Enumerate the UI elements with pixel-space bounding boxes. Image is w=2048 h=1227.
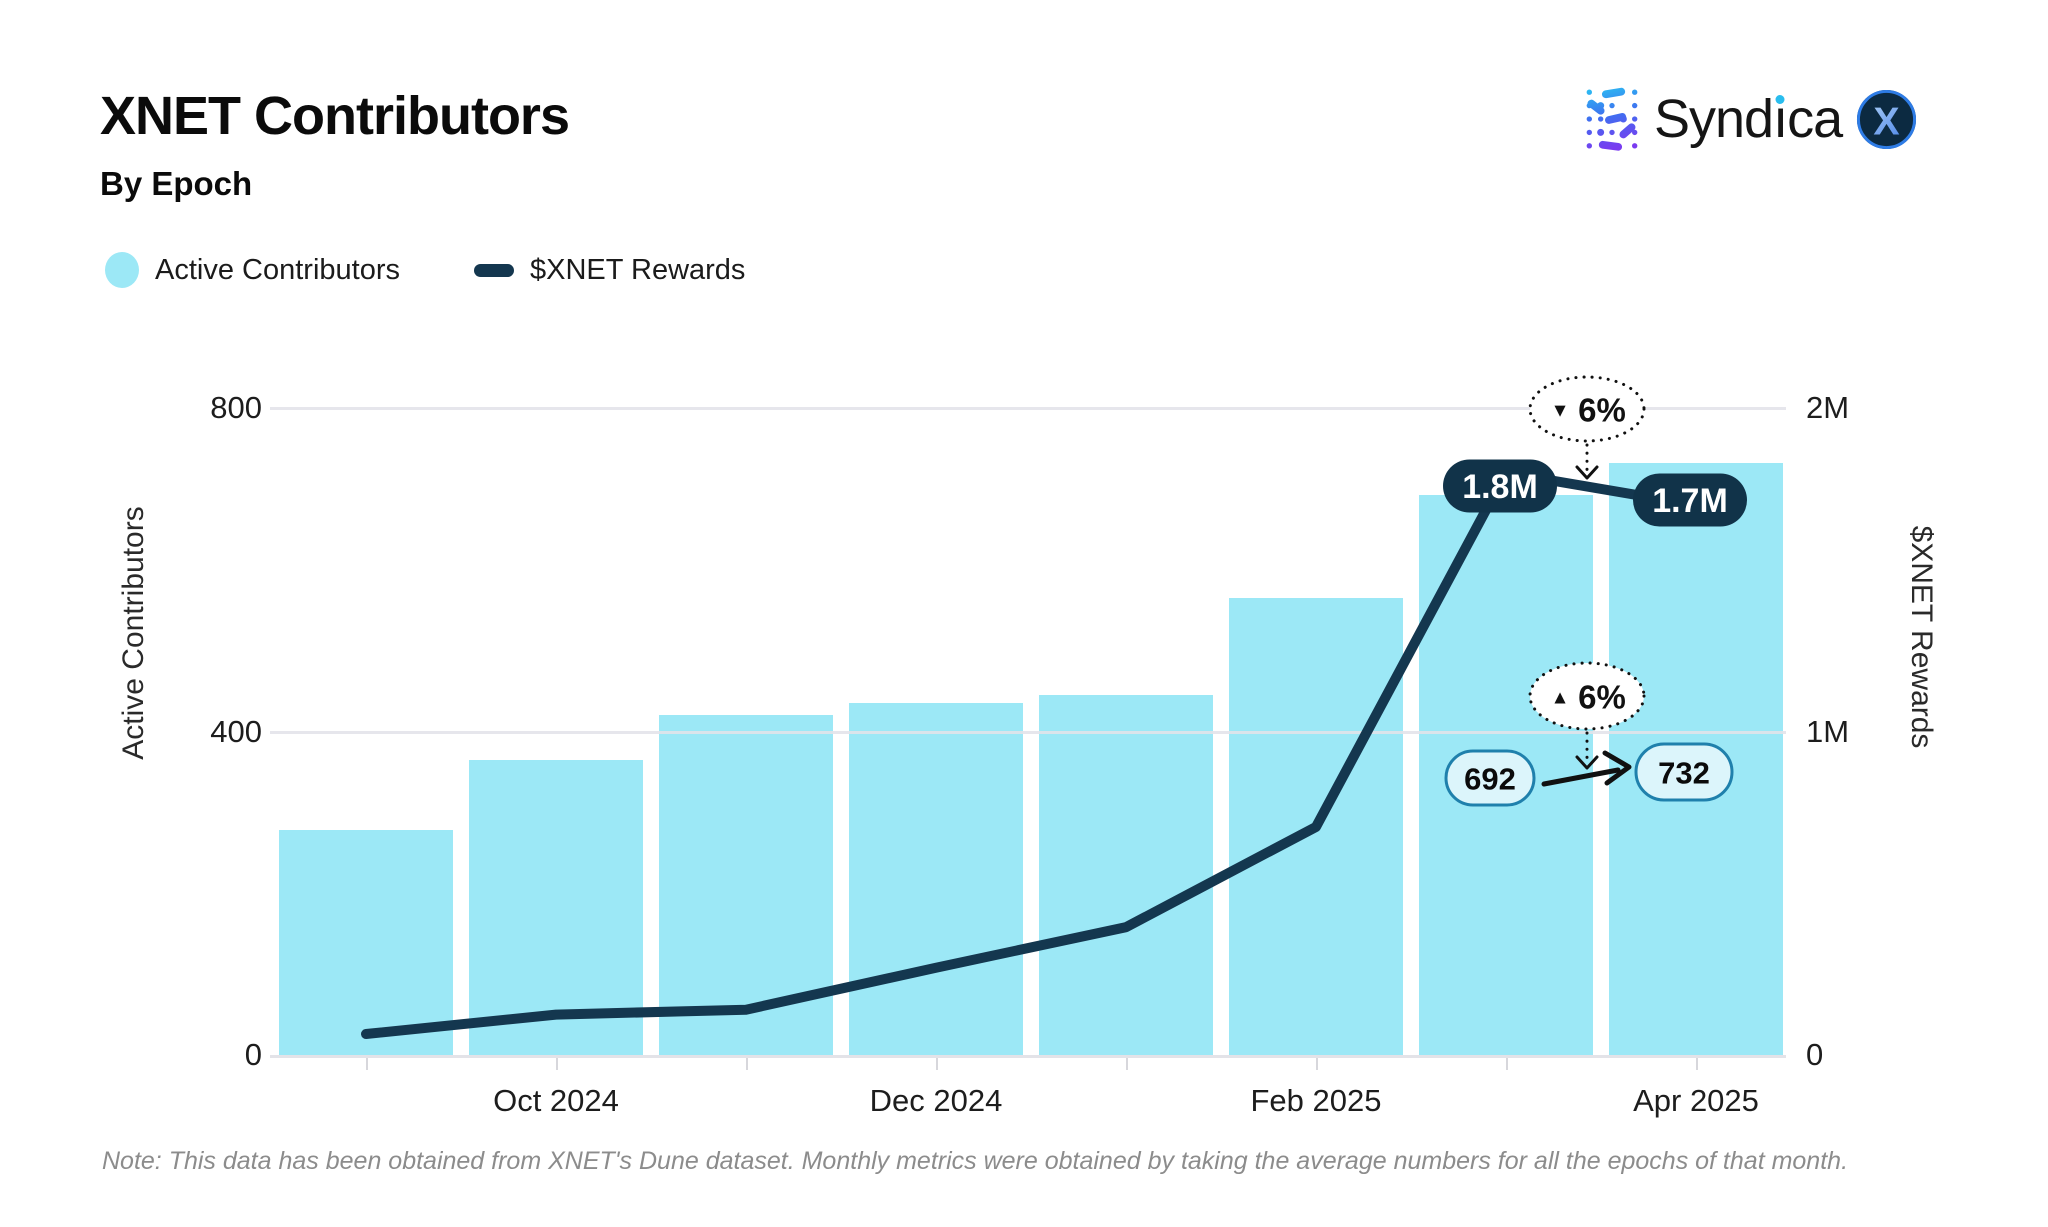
x-tick-0 — [366, 1058, 368, 1070]
down-triangle-icon: ▼ — [1551, 401, 1570, 422]
bar-jan-2025 — [1039, 695, 1213, 1055]
left-axis-tick-0: 0 — [244, 1037, 262, 1072]
bar-nov-2024 — [659, 715, 833, 1055]
legend-label: $XNET Rewards — [530, 253, 746, 286]
x-axis-line — [270, 1055, 1786, 1058]
x-tick-5 — [1316, 1058, 1318, 1070]
footnote: Note: This data has been obtained from X… — [102, 1147, 1849, 1175]
right-axis-tick-0: 0 — [1806, 1037, 1824, 1072]
page-title: XNET Contributors — [100, 86, 570, 146]
svg-text:X: X — [1874, 99, 1900, 143]
rewards-badge-arrowhead — [1575, 465, 1599, 480]
bar-sep-2024 — [279, 830, 453, 1055]
x-tick-7 — [1696, 1058, 1698, 1070]
bar-apr-2025 — [1609, 462, 1783, 1055]
syndica-logo-icon — [1586, 87, 1638, 151]
legend: Active Contributors $XNET Rewards — [105, 252, 745, 288]
right-axis-tick-1M: 1M — [1806, 713, 1850, 749]
x-label-oct-2024: Oct 2024 — [493, 1083, 619, 1118]
legend-item-active-contributors: Active Contributors — [105, 252, 400, 288]
x-label-apr-2025: Apr 2025 — [1633, 1083, 1759, 1118]
x-label-dec-2024: Dec 2024 — [869, 1083, 1003, 1118]
xnet-logo-icon: X — [1857, 89, 1917, 149]
rewards-swatch-icon — [474, 263, 514, 277]
left-axis-tick-800: 800 — [210, 390, 262, 425]
legend-label: Active Contributors — [155, 253, 400, 286]
bar-mar-2025 — [1419, 495, 1593, 1055]
brand: Syndı ca X — [1583, 86, 1918, 152]
legend-item-xnet-rewards: $XNET Rewards — [474, 254, 745, 287]
x-label-feb-2025: Feb 2025 — [1250, 1083, 1382, 1118]
i-dot-accent — [1775, 95, 1785, 104]
page-subtitle: By Epoch — [100, 165, 253, 202]
right-axis-tick-2M: 2M — [1806, 390, 1850, 425]
contributors-swatch-icon — [105, 252, 139, 288]
bar-oct-2024 — [469, 759, 643, 1055]
brand-wordmark: Syndı ca — [1654, 89, 1843, 149]
gridline-800 — [270, 407, 1786, 410]
left-axis-tick-400: 400 — [210, 713, 262, 749]
right-axis-title: $XNET Rewards — [1905, 525, 1938, 749]
x-tick-6 — [1506, 1058, 1508, 1070]
x-tick-1 — [556, 1058, 558, 1070]
x-tick-3 — [936, 1058, 938, 1070]
rewards-change-value: 6% — [1578, 392, 1626, 429]
gridline-400 — [270, 730, 1786, 734]
bar-dec-2024 — [849, 703, 1023, 1055]
x-tick-2 — [746, 1058, 748, 1070]
bar-feb-2025 — [1229, 598, 1403, 1055]
x-tick-4 — [1126, 1058, 1128, 1070]
